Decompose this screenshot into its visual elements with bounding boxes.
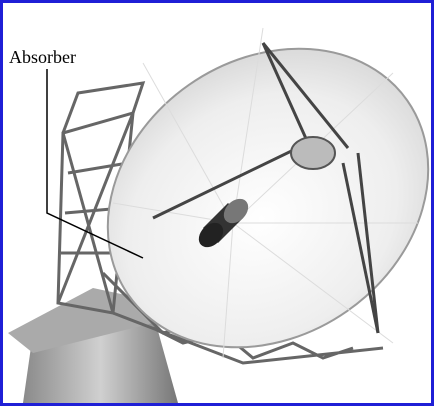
dish [106,27,430,359]
focal-feed [198,136,336,248]
feed-struts [152,42,380,334]
pedestal [8,288,178,403]
absorber-label: Absorber [9,47,76,67]
label-background [7,45,127,69]
dish-photo: Absorber [7,27,430,403]
leader-line [46,69,144,259]
